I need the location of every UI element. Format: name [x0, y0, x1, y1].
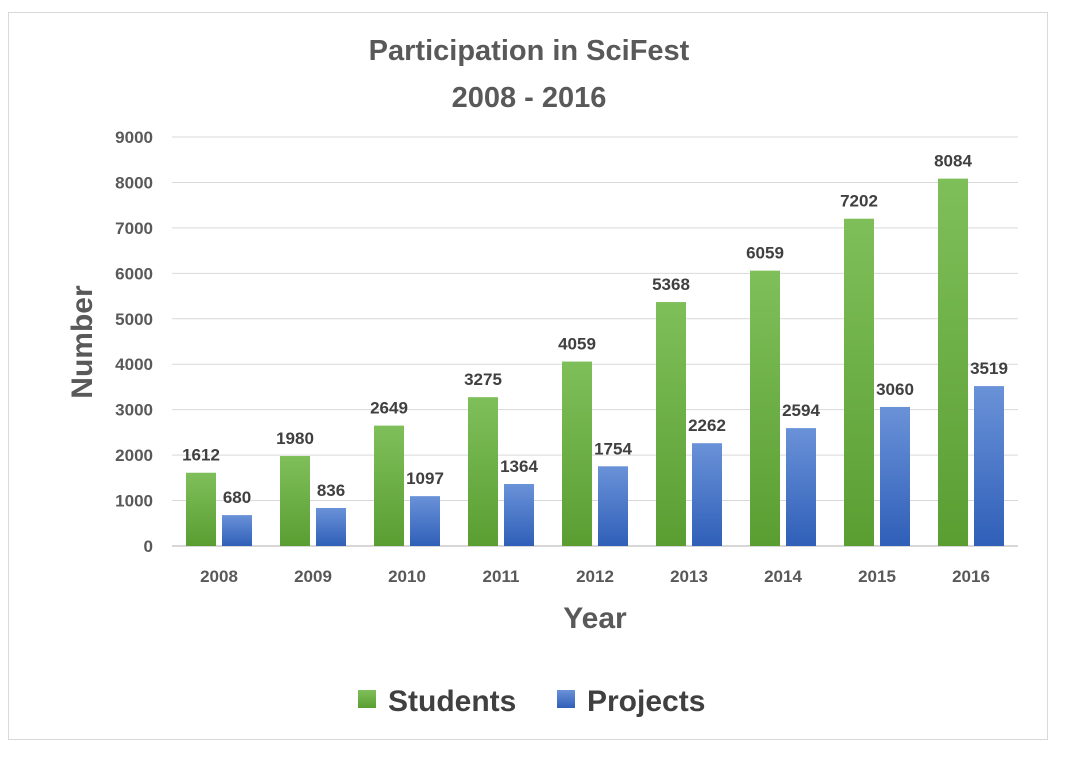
y-tick-label: 7000: [115, 219, 153, 238]
bars: [186, 178, 1004, 546]
data-labels: 1612 680 1980 836 2649 1097 3275 1364 4059 1754 53…: [182, 152, 1008, 507]
data-label-students-2014: 6059: [746, 244, 784, 263]
bar-projects-2008: [222, 515, 252, 546]
y-tick-label: 2000: [115, 446, 153, 465]
bar-students-2008: [186, 472, 216, 546]
data-label-projects-2014: 2594: [782, 401, 820, 420]
bar-students-2015: [844, 218, 874, 546]
bar-projects-2013: [692, 443, 722, 546]
legend-swatch-projects: [557, 690, 575, 708]
data-label-students-2016: 8084: [934, 152, 972, 171]
data-label-students-2013: 5368: [652, 275, 690, 294]
y-tick-label: 8000: [115, 173, 153, 192]
x-tick-label: 2013: [670, 567, 708, 586]
data-label-students-2008: 1612: [182, 446, 220, 465]
legend-label-projects: Projects: [587, 685, 705, 718]
y-tick-label: 5000: [115, 310, 153, 329]
bar-projects-2014: [786, 428, 816, 546]
x-tick-label: 2014: [764, 567, 802, 586]
bar-projects-2010: [410, 496, 440, 546]
chart-frame: [8, 12, 1048, 740]
x-axis-ticks: 2008 2009 2010 2011 2012 2013 2014 2015 2016: [200, 567, 990, 586]
x-axis-title: Year: [563, 602, 627, 635]
y-axis-ticks: 0 1000 2000 3000 4000 5000 6000 7000 8000 9000: [115, 128, 153, 556]
bar-projects-2012: [598, 466, 628, 546]
x-tick-label: 2009: [294, 567, 332, 586]
data-label-students-2009: 1980: [276, 429, 314, 448]
data-label-projects-2015: 3060: [876, 380, 914, 399]
legend-label-students: Students: [388, 685, 516, 718]
bar-students-2016: [938, 178, 968, 546]
data-label-projects-2009: 836: [317, 481, 345, 500]
bar-students-2014: [750, 270, 780, 546]
bar-projects-2009: [316, 508, 346, 546]
chart-title-line-1: Participation in SciFest: [369, 35, 690, 67]
bar-projects-2011: [504, 484, 534, 546]
x-tick-label: 2011: [483, 567, 520, 586]
data-label-projects-2013: 2262: [688, 416, 726, 435]
x-tick-label: 2012: [576, 567, 614, 586]
bar-students-2013: [656, 302, 686, 546]
data-label-students-2012: 4059: [558, 335, 596, 354]
data-label-students-2011: 3275: [464, 370, 502, 389]
bar-projects-2016: [974, 386, 1004, 546]
y-tick-label: 0: [144, 537, 153, 556]
x-tick-label: 2010: [388, 567, 426, 586]
chart-title-line-2: 2008 - 2016: [452, 82, 607, 114]
data-label-projects-2010: 1097: [406, 469, 444, 488]
data-label-students-2015: 7202: [840, 192, 878, 211]
legend-swatch-students: [358, 690, 376, 708]
x-tick-label: 2015: [858, 567, 896, 586]
legend: Students Projects: [358, 685, 705, 718]
data-label-projects-2011: 1364: [500, 457, 538, 476]
data-label-students-2010: 2649: [370, 399, 408, 418]
y-tick-label: 9000: [115, 128, 153, 147]
y-tick-label: 6000: [115, 264, 153, 283]
data-label-projects-2016: 3519: [970, 359, 1008, 378]
y-tick-label: 4000: [115, 355, 153, 374]
bar-projects-2015: [880, 406, 910, 546]
y-tick-label: 1000: [115, 492, 153, 511]
y-tick-label: 3000: [115, 401, 153, 420]
y-axis-title: Number: [66, 285, 99, 399]
data-label-projects-2012: 1754: [594, 439, 632, 458]
x-tick-label: 2008: [200, 567, 238, 586]
bar-students-2011: [468, 397, 498, 546]
x-tick-label: 2016: [952, 567, 990, 586]
data-label-projects-2008: 680: [223, 488, 251, 507]
bar-students-2010: [374, 425, 404, 546]
bar-students-2009: [280, 456, 310, 546]
gridlines: [172, 136, 1018, 547]
bar-students-2012: [562, 361, 592, 546]
